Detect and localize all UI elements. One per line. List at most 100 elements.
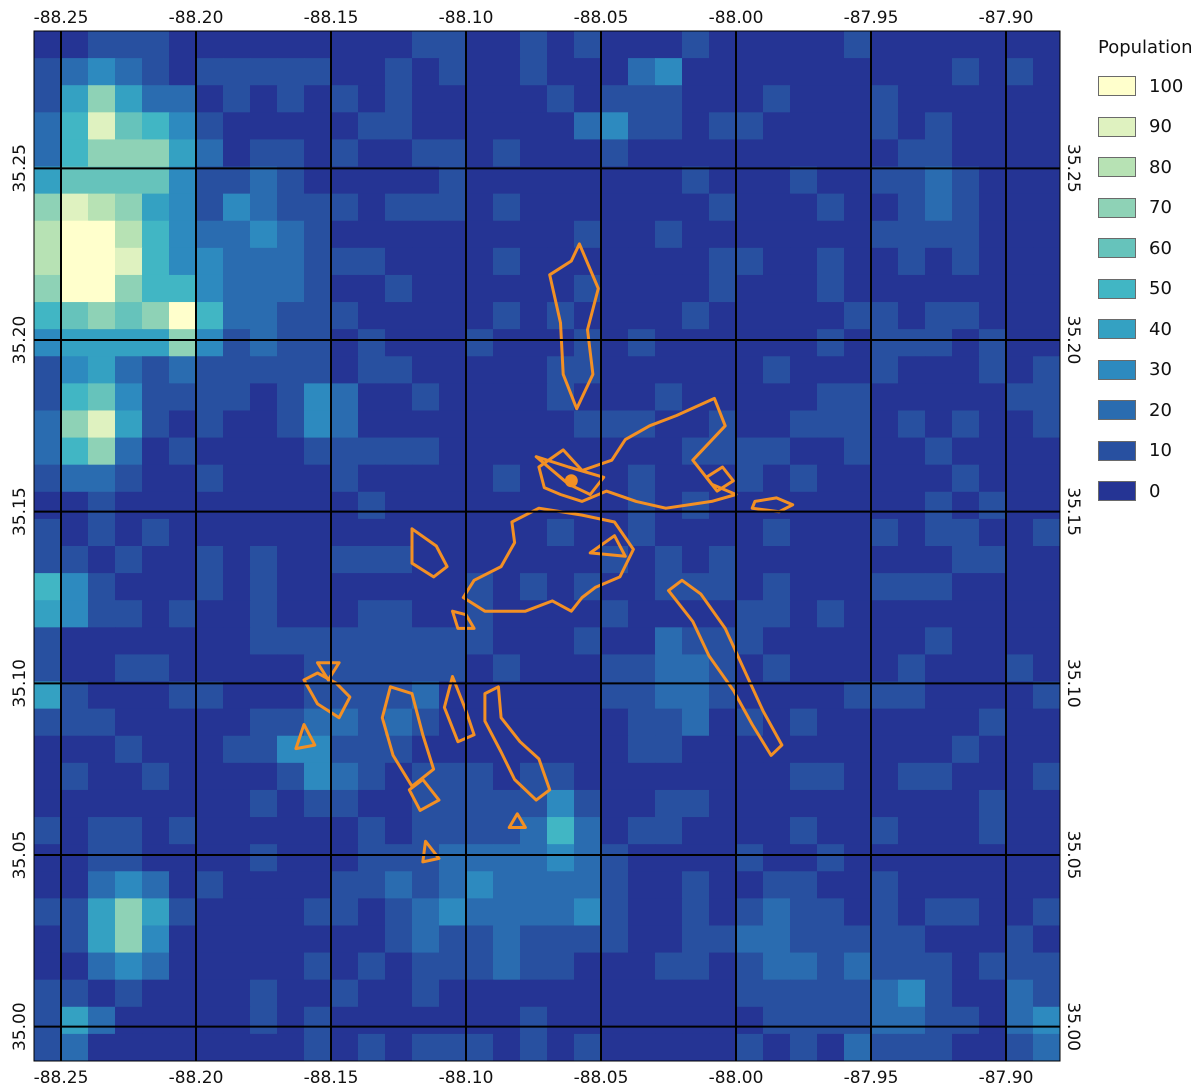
raster-cell — [520, 654, 548, 683]
raster-cell — [520, 85, 548, 113]
raster-cell — [331, 546, 359, 574]
raster-cell — [466, 166, 494, 195]
raster-cell — [115, 573, 143, 601]
raster-cell — [34, 518, 62, 547]
raster-cell — [223, 735, 251, 764]
raster-cell — [493, 31, 521, 59]
legend-swatch — [1098, 278, 1136, 299]
raster-cell — [790, 518, 818, 547]
raster-cell — [952, 464, 980, 493]
raster-cell — [358, 247, 386, 276]
raster-cell — [439, 383, 467, 412]
legend-items: 100 90 80 70 60 50 40 30 20 10 0 — [1098, 66, 1202, 512]
raster-cell — [358, 979, 386, 1008]
raster-cell — [223, 600, 251, 628]
raster-cell — [871, 573, 899, 601]
raster-cell — [574, 112, 602, 141]
raster-cell — [520, 1006, 548, 1035]
raster-cell — [250, 274, 278, 303]
raster-cell — [466, 735, 494, 764]
top-longitude-labels: -88.25 -88.20 -88.15 -88.10 -88.05 -88.00 -87.… — [34, 8, 1034, 28]
raster-cell — [790, 329, 818, 357]
raster-cell — [223, 139, 251, 168]
raster-cell — [817, 1033, 845, 1061]
raster-cell — [844, 58, 872, 86]
raster-cell — [277, 1033, 305, 1061]
raster-cell — [34, 139, 62, 168]
raster-cell — [736, 166, 764, 195]
raster-cell — [88, 85, 116, 113]
raster-cell — [466, 789, 494, 818]
raster-cell — [142, 383, 170, 412]
raster-cell — [979, 546, 1007, 574]
raster-cell — [466, 1006, 494, 1035]
raster-cell — [466, 844, 494, 872]
raster-cell — [979, 112, 1007, 141]
raster-cell — [1006, 329, 1034, 357]
raster-cell — [898, 193, 926, 222]
raster-cell — [628, 789, 656, 818]
raster-cell — [34, 681, 62, 710]
raster-cell — [682, 410, 710, 439]
shoreline-outline — [461, 506, 635, 613]
raster-cell — [979, 789, 1007, 818]
raster-cell — [223, 898, 251, 927]
raster-cell — [358, 193, 386, 222]
raster-cell — [682, 356, 710, 384]
raster-cell — [790, 437, 818, 466]
raster-cell — [466, 952, 494, 981]
raster-cell — [628, 627, 656, 656]
raster-cell — [412, 274, 440, 303]
raster-cell — [439, 627, 467, 656]
raster-cell — [115, 871, 143, 899]
raster-cell — [952, 491, 980, 520]
raster-cell — [466, 491, 494, 520]
raster-cell — [277, 573, 305, 601]
raster-cell — [115, 735, 143, 764]
raster-cell — [493, 220, 521, 249]
raster-cell — [898, 31, 926, 59]
raster-cell — [817, 139, 845, 168]
raster-cell — [817, 1006, 845, 1035]
raster-cell — [655, 329, 683, 357]
legend-swatch — [1098, 400, 1136, 421]
raster-cell — [61, 708, 89, 737]
raster-cell — [871, 762, 899, 791]
raster-cell — [1006, 491, 1034, 520]
raster-cell — [385, 139, 413, 168]
raster-cell — [1033, 85, 1060, 113]
raster-cell — [358, 898, 386, 927]
raster-cell — [466, 220, 494, 249]
raster-cell — [1033, 817, 1060, 845]
raster-cell — [331, 31, 359, 59]
raster-cell — [844, 817, 872, 845]
legend-label: 60 — [1149, 237, 1172, 259]
raster-cell — [439, 356, 467, 384]
raster-cell — [628, 464, 656, 493]
raster-cell — [736, 464, 764, 493]
raster-cell — [196, 844, 224, 872]
legend-label: 90 — [1149, 116, 1172, 138]
longitude-tick-label-bottom: -88.10 — [439, 1068, 494, 1088]
raster-cell — [439, 85, 467, 113]
raster-cell — [520, 546, 548, 574]
raster-cell — [439, 410, 467, 439]
raster-cell — [196, 627, 224, 656]
raster-cell — [385, 844, 413, 872]
raster-cell — [1033, 518, 1060, 547]
raster-cell — [655, 735, 683, 764]
raster-cell — [520, 979, 548, 1008]
raster-cell — [628, 31, 656, 59]
raster-cell — [547, 31, 575, 59]
raster-cell — [115, 464, 143, 493]
raster-cell — [952, 302, 980, 330]
raster-cell — [1033, 139, 1060, 168]
raster-cell — [277, 491, 305, 520]
raster-cell — [520, 518, 548, 547]
raster-cell — [763, 898, 791, 927]
latitude-tick-label-left: 35.15 — [10, 487, 30, 536]
raster-cell — [871, 139, 899, 168]
raster-cell — [547, 139, 575, 168]
raster-cell — [817, 600, 845, 628]
raster-cell — [250, 871, 278, 899]
